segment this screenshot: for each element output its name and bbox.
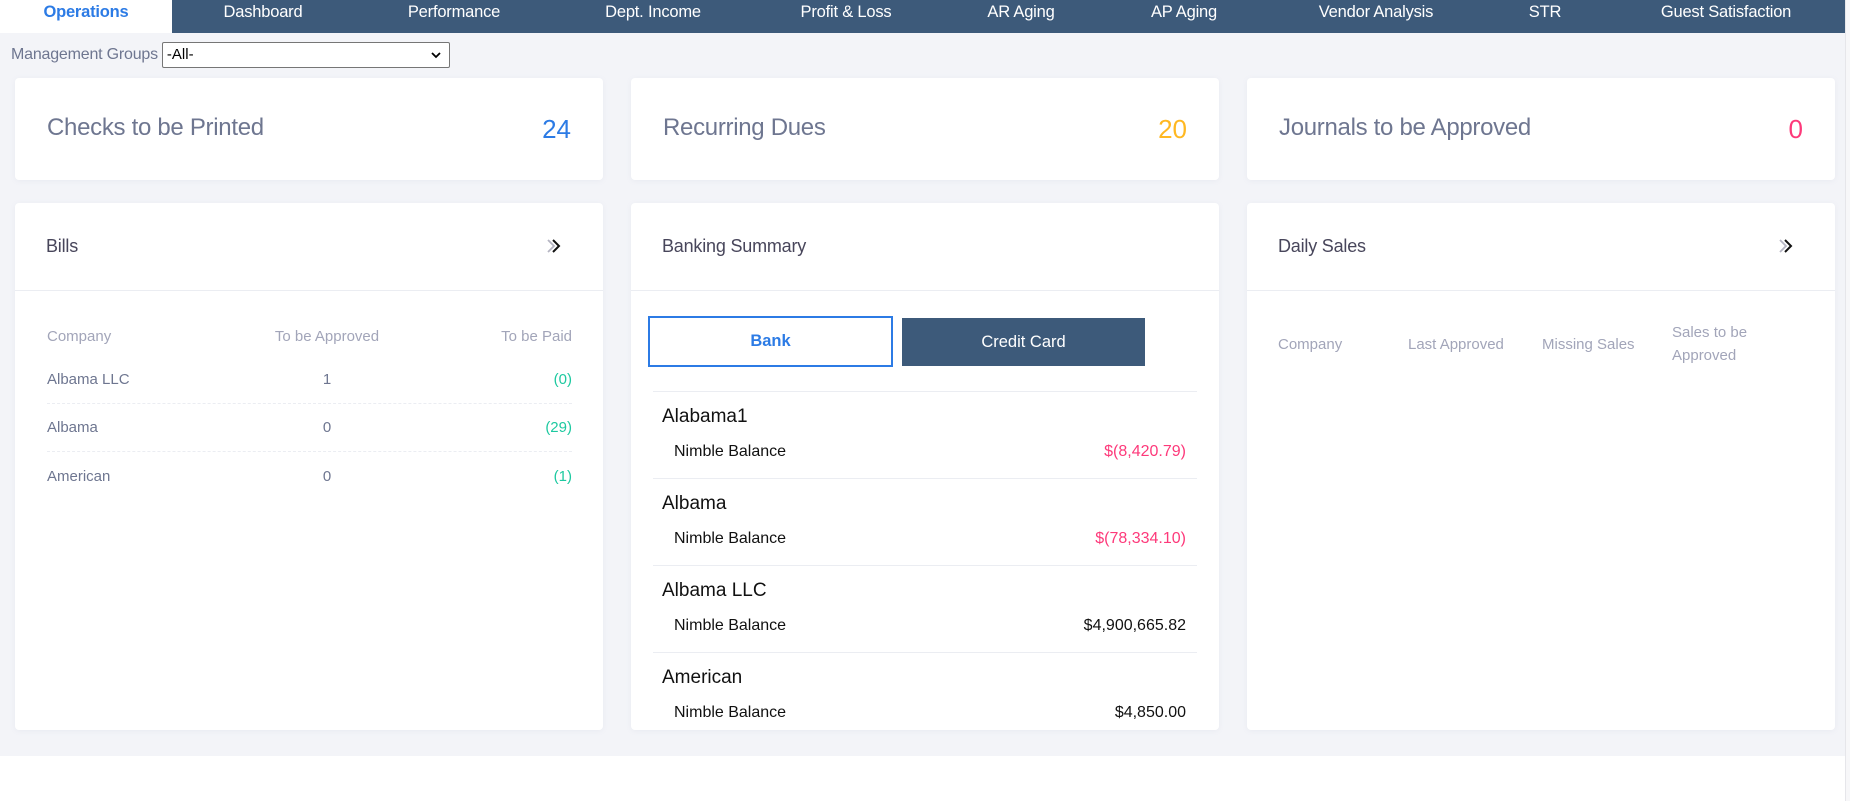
banking-summary-panel: Banking Summary Bank Credit Card Alabama…	[631, 203, 1219, 730]
company-cell: Albama	[47, 419, 98, 436]
table-row[interactable]: Albama LLC 1 (0)	[47, 356, 572, 404]
stat-title: Journals to be Approved	[1279, 114, 1531, 141]
balance-label: Nimble Balance	[674, 443, 787, 460]
credit-card-button[interactable]: Credit Card	[902, 318, 1145, 366]
to-be-approved-cell[interactable]: 0	[322, 467, 332, 485]
balance-label: Nimble Balance	[674, 530, 787, 547]
stat-card-checks-to-be-printed[interactable]: Checks to be Printed 24	[15, 78, 603, 180]
stat-title: Recurring Dues	[663, 114, 826, 141]
bills-table: Company To be Approved To be Paid Albama…	[47, 316, 572, 500]
stat-card-recurring-dues[interactable]: Recurring Dues 20	[631, 78, 1219, 180]
top-nav: Operations Dashboard Performance Dept. I…	[0, 0, 1845, 33]
tab-profit-loss[interactable]: Profit & Loss	[800, 3, 892, 21]
stat-title: Checks to be Printed	[47, 114, 264, 141]
table-row[interactable]: Albama 0 (29)	[47, 404, 572, 452]
tab-guest-satisfaction[interactable]: Guest Satisfaction	[1660, 3, 1792, 21]
company-cell: Albama LLC	[47, 371, 130, 388]
stat-value: 20	[1158, 114, 1187, 144]
balance-amount: $(8,420.79)	[1104, 443, 1186, 460]
banking-summary-title: Banking Summary	[662, 236, 807, 256]
management-groups-selected-value: -All-	[166, 46, 194, 63]
column-header-company: Company	[1278, 336, 1343, 353]
column-header-missing-sales: Missing Sales	[1542, 336, 1635, 353]
tab-str[interactable]: STR	[1528, 3, 1562, 21]
column-header-sales-to-be-approved: Sales to be Approved	[1672, 324, 1748, 364]
bills-title: Bills	[46, 236, 79, 256]
tab-ar-aging[interactable]: AR Aging	[987, 3, 1055, 21]
bank-account-list[interactable]: Alabama1 Nimble Balance $(8,420.79) Alba…	[653, 391, 1197, 730]
to-be-paid-cell[interactable]: (29)	[545, 419, 572, 436]
bank-company-name: American	[662, 667, 743, 688]
banking-toggle: Bank Credit Card	[648, 316, 1196, 368]
tab-vendor-analysis[interactable]: Vendor Analysis	[1318, 3, 1434, 21]
balance-amount: $4,850.00	[1114, 704, 1186, 721]
column-header-to-be-approved: To be Approved	[274, 327, 380, 345]
balance-label: Nimble Balance	[674, 617, 787, 634]
bank-company-name: Alabama1	[662, 406, 748, 427]
bank-company-name: Albama LLC	[662, 580, 767, 601]
daily-sales-title: Daily Sales	[1278, 236, 1366, 256]
vertical-scrollbar[interactable]	[1845, 0, 1850, 801]
daily-sales-panel: Daily Sales Company Last Approved Missin…	[1247, 203, 1835, 730]
bank-button[interactable]: Bank	[648, 316, 893, 367]
tab-performance[interactable]: Performance	[407, 3, 501, 21]
list-item: Alabama1 Nimble Balance $(8,420.79)	[653, 391, 1197, 478]
chevron-down-icon	[431, 52, 441, 59]
daily-sales-header: Daily Sales	[1247, 203, 1835, 291]
company-cell: American	[47, 467, 111, 485]
tab-ap-aging[interactable]: AP Aging	[1151, 3, 1217, 21]
bank-company-name: Albama	[662, 493, 727, 514]
balance-amount: $(78,334.10)	[1095, 530, 1186, 547]
management-groups-select[interactable]: -All-	[161, 42, 450, 68]
to-be-paid-cell[interactable]: (0)	[553, 371, 572, 388]
tab-dept-income[interactable]: Dept. Income	[605, 3, 701, 21]
bills-panel-header: Bills	[15, 203, 603, 291]
column-header-to-be-paid: To be Paid	[501, 327, 572, 345]
tab-dashboard[interactable]: Dashboard	[223, 3, 303, 21]
stat-value: 24	[542, 114, 571, 144]
list-item: American Nimble Balance $4,850.00	[653, 652, 1197, 730]
bills-table-header: Company To be Approved To be Paid	[47, 316, 572, 356]
list-item: Albama Nimble Balance $(78,334.10)	[653, 478, 1197, 565]
to-be-approved-cell[interactable]: 1	[322, 371, 332, 388]
bills-panel: Bills Company To be Approved To be Paid …	[15, 203, 603, 730]
tab-operations[interactable]: Operations	[0, 0, 172, 33]
management-groups-filter: Management Groups -All-	[11, 42, 450, 68]
double-chevron-right-icon[interactable]	[1777, 237, 1795, 255]
management-groups-label: Management Groups	[11, 46, 158, 63]
stat-value: 0	[1788, 114, 1803, 144]
banking-summary-header: Banking Summary	[631, 203, 1219, 291]
column-header-last-approved: Last Approved	[1408, 336, 1504, 353]
to-be-approved-cell[interactable]: 0	[322, 419, 332, 436]
double-chevron-right-icon[interactable]	[545, 237, 563, 255]
balance-label: Nimble Balance	[674, 704, 787, 721]
table-row[interactable]: American 0 (1)	[47, 452, 572, 500]
balance-amount: $4,900,665.82	[1083, 617, 1186, 634]
daily-sales-table-header: Company Last Approved Missing Sales Sale…	[1247, 321, 1835, 371]
column-header-company: Company	[47, 327, 112, 345]
list-item: Albama LLC Nimble Balance $4,900,665.82	[653, 565, 1197, 652]
stat-card-journals-to-be-approved[interactable]: Journals to be Approved 0	[1247, 78, 1835, 180]
to-be-paid-cell[interactable]: (1)	[553, 467, 572, 485]
